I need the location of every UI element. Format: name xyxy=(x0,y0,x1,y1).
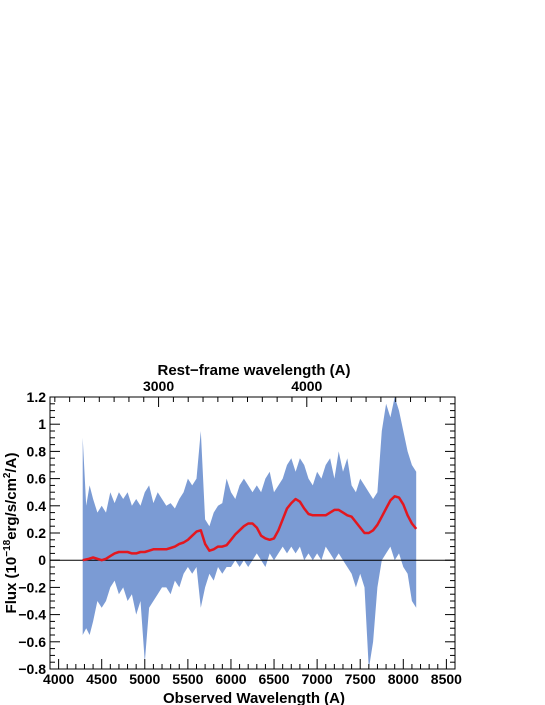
top-tick-label: 3000 xyxy=(143,378,174,394)
y-axis-title-exponent: −18 xyxy=(2,539,13,556)
y-tick-label: 0.6 xyxy=(27,471,47,487)
axes xyxy=(49,396,456,670)
x-tick-label: 7000 xyxy=(302,671,333,687)
smoothed-spectrum-line xyxy=(82,495,418,562)
y-tick-label: 0.8 xyxy=(27,443,47,459)
x-tick-label: 5000 xyxy=(129,671,160,687)
x-axis-title: Observed Wavelength (A) xyxy=(163,690,345,705)
x-tick-label: 6000 xyxy=(215,671,246,687)
y-tick-label: 1.2 xyxy=(27,389,47,405)
x-tick-label: 7500 xyxy=(345,671,376,687)
y-axis-title-part: erg/s/cm xyxy=(3,478,20,540)
top-tick-label: 4000 xyxy=(291,378,322,394)
plot-area xyxy=(50,397,455,669)
x-tick-label: 5500 xyxy=(172,671,203,687)
x-tick-label: 4500 xyxy=(86,671,117,687)
y-axis-title: Flux (10−18erg/s/cm2/A) xyxy=(2,453,20,614)
y-tick-label: −0.6 xyxy=(18,634,46,650)
plot-content xyxy=(50,397,455,669)
y-tick-label: −0.8 xyxy=(18,661,46,677)
tick-labels: 4000 4500 5000 5500 6000 6500 7000 7500 8000 8500… xyxy=(18,378,462,687)
y-axis-title-exponent: 2 xyxy=(2,472,13,478)
top-axis-title: Rest−frame wavelength (A) xyxy=(158,362,351,379)
x-tick-label: 8500 xyxy=(431,671,462,687)
y-axis-title-part: /A) xyxy=(3,453,20,473)
x-tick-label: 8000 xyxy=(388,671,419,687)
x-tick-label: 6500 xyxy=(258,671,289,687)
x-tick-label: 4000 xyxy=(43,671,74,687)
y-tick-label: −0.2 xyxy=(18,579,46,595)
noisy-spectrum-band xyxy=(82,397,417,669)
y-axis-title-part: Flux (10 xyxy=(3,557,20,614)
y-tick-label: 0.4 xyxy=(27,498,47,514)
y-tick-label: 0 xyxy=(38,552,46,568)
y-tick-label: 1 xyxy=(38,416,46,432)
y-tick-label: −0.4 xyxy=(18,607,46,623)
y-tick-label: 0.2 xyxy=(27,525,47,541)
